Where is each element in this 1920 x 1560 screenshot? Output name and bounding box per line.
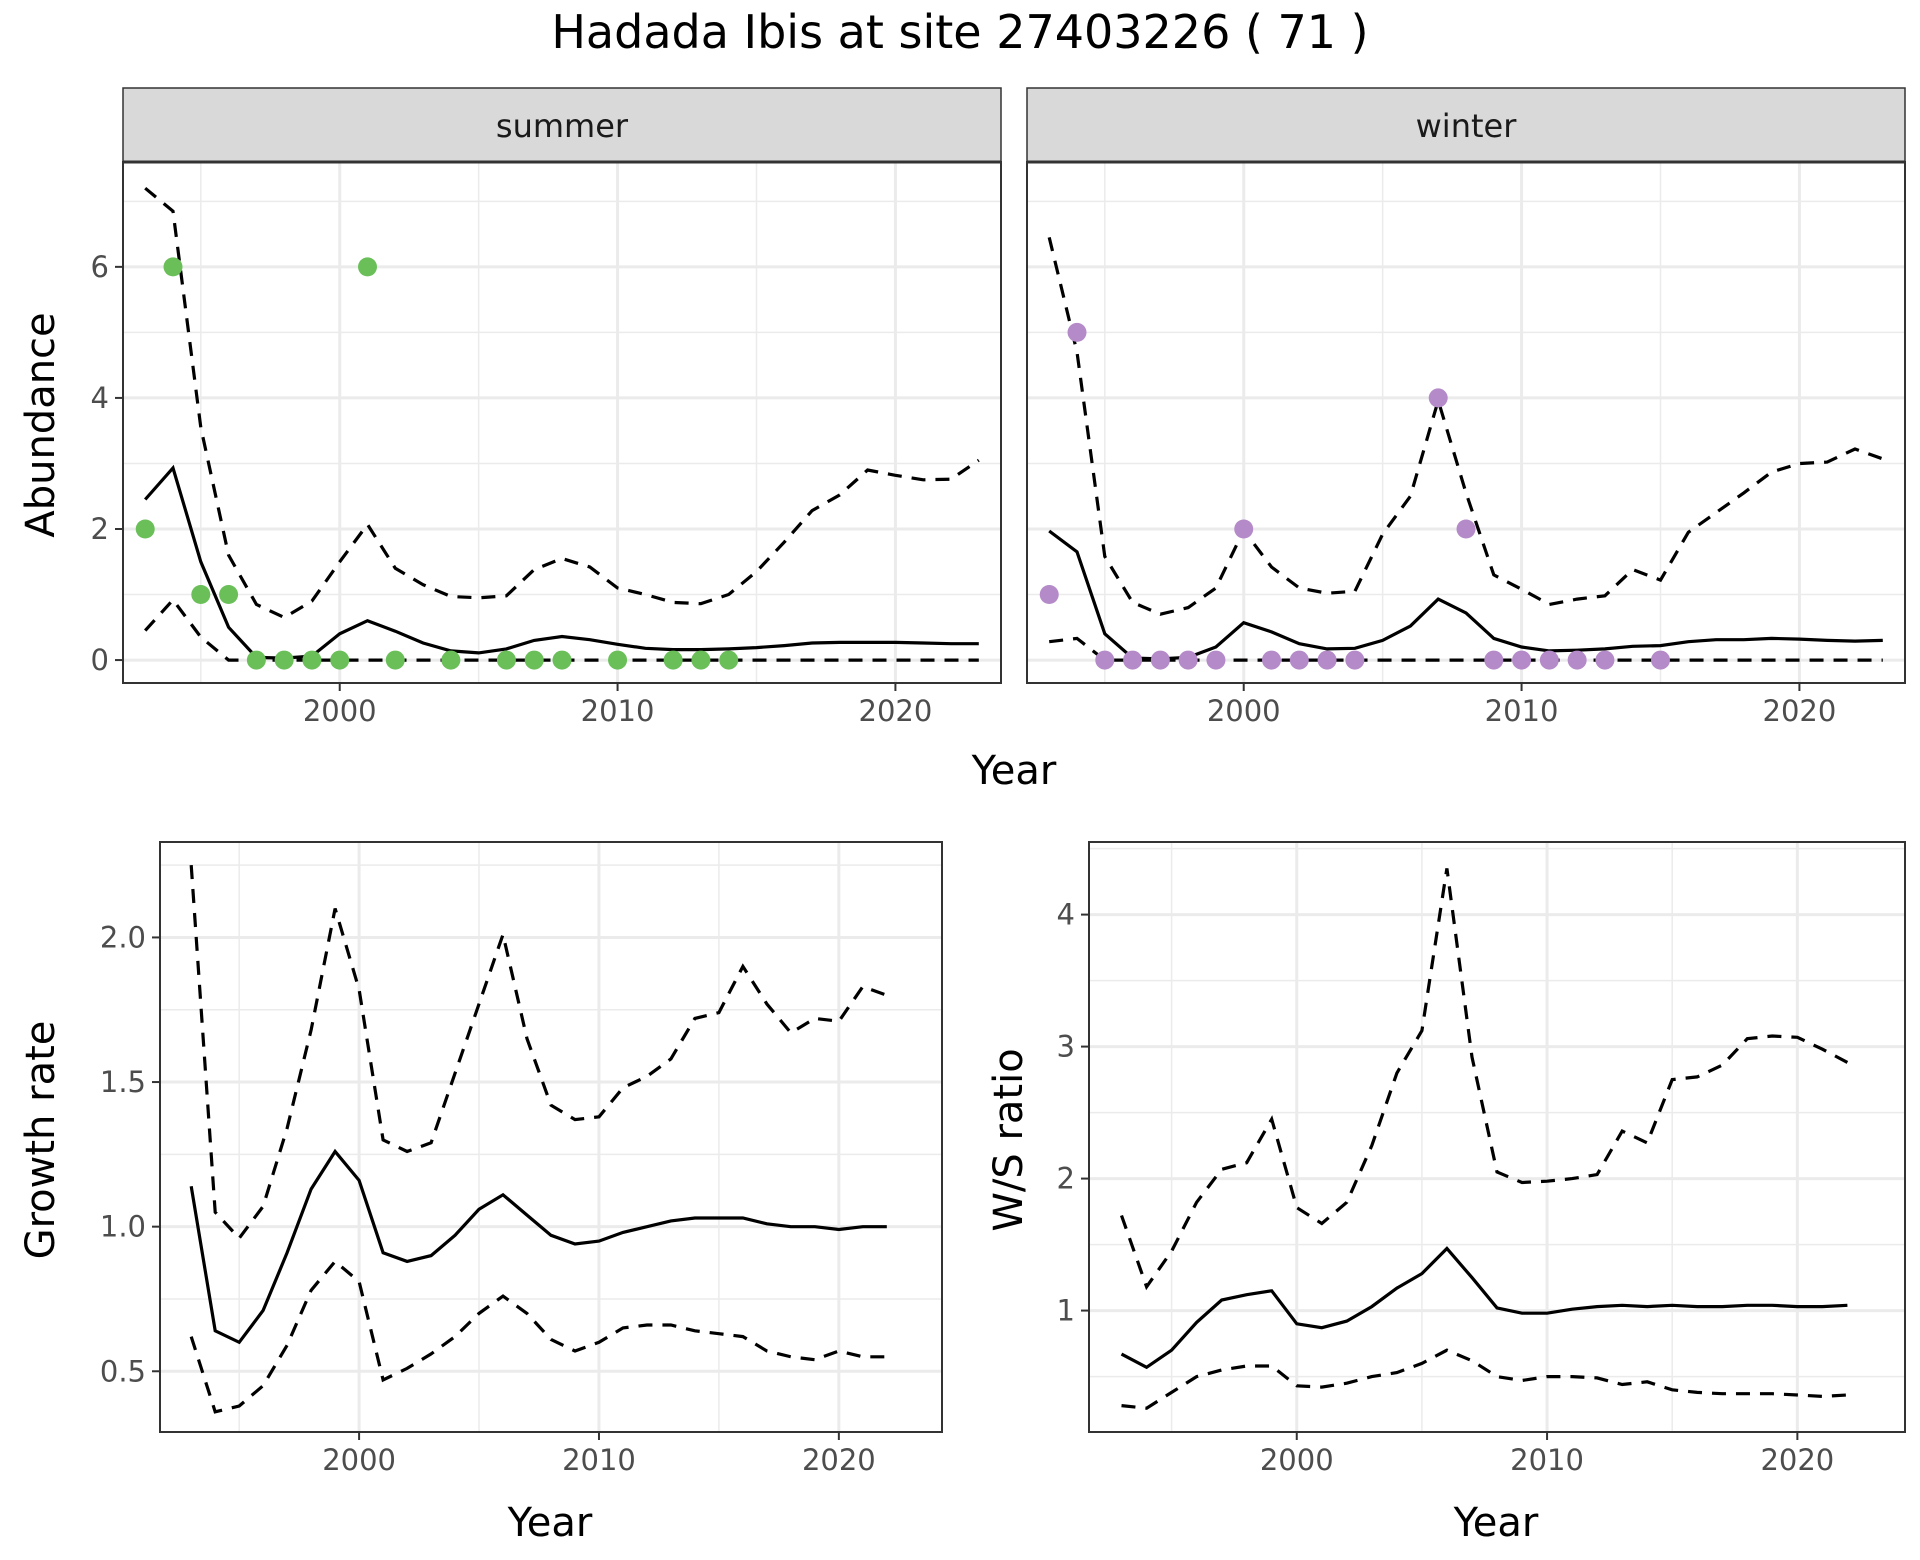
winter-observed-point <box>1067 322 1087 342</box>
winter-observed-point <box>1178 650 1198 670</box>
ws_ratio-series-bound-line-2 <box>1121 1348 1848 1410</box>
summer-observed-point <box>330 650 350 670</box>
winter-observed-point <box>1567 650 1587 670</box>
winter-observed-point <box>1456 519 1476 539</box>
y-tick-label: 6 <box>91 250 109 284</box>
summer-observed-point <box>385 650 405 670</box>
summer-observed-point <box>524 650 544 670</box>
winter-observed-point <box>1650 650 1670 670</box>
growth-series-estimate-line <box>189 1148 887 1345</box>
y-tick-label: 1.5 <box>100 1065 146 1099</box>
summer-observed-point <box>552 650 572 670</box>
abundance-y-axis-title: Abundance <box>18 312 64 537</box>
ws_ratio-plot-area: 2000 2010 2020 1 2 3 4 <box>1057 841 1906 1477</box>
y-tick-label: 3 <box>1057 1030 1075 1064</box>
x-tick-label: 2020 <box>1763 694 1837 728</box>
y-tick-label: 4 <box>91 381 109 415</box>
winter-observed-point <box>1150 650 1170 670</box>
summer-observed-point <box>274 650 294 670</box>
ws-ratio-panel: 2000 2010 2020 1 2 3 4 Year W/S ratio <box>986 841 1906 1546</box>
winter-observed-point <box>1428 388 1448 408</box>
summer-observed-point <box>663 650 683 670</box>
summer-observed-point <box>135 519 155 539</box>
summer-observed-point <box>358 257 378 277</box>
y-tick-label: 2 <box>1057 1162 1075 1196</box>
summer-observed-point <box>191 585 211 605</box>
winter-panel: 2000 2010 2020 winter <box>1026 87 1906 728</box>
ws-y-axis-title: W/S ratio <box>986 1048 1032 1231</box>
winter-plot-area: 2000 2010 2020 <box>1026 161 1906 728</box>
x-tick-label: 2000 <box>1207 694 1281 728</box>
winter-observed-point <box>1262 650 1282 670</box>
winter-observed-point <box>1345 650 1365 670</box>
winter-strip <box>1026 87 1906 163</box>
winter-observed-point <box>1095 650 1115 670</box>
winter-series-bound-line-1 <box>1047 237 1884 616</box>
y-tick-label: 0 <box>91 643 109 677</box>
y-tick-label: 1.0 <box>100 1210 146 1244</box>
ws_ratio-series-estimate-line <box>1120 1246 1848 1370</box>
x-tick-label: 2000 <box>1260 1443 1334 1477</box>
winter-observed-point <box>1206 650 1226 670</box>
growth-series-bound-line-1 <box>189 864 888 1241</box>
x-tick-label: 2000 <box>303 694 377 728</box>
winter-observed-point <box>1484 650 1504 670</box>
y-tick-label: 0.5 <box>100 1354 146 1388</box>
x-tick-label: 2000 <box>322 1443 396 1477</box>
summer-observed-point <box>691 650 711 670</box>
winter-strip-label: winter <box>1416 107 1518 145</box>
x-tick-label: 2010 <box>1485 694 1559 728</box>
figure-title: Hadada Ibis at site 27403226 ( 71 ) <box>551 5 1368 59</box>
y-tick-label: 1 <box>1057 1294 1075 1328</box>
growth-rate-panel: 2000 2010 2020 0.5 1.0 1.5 2.0 Year Growth rat… <box>18 841 943 1546</box>
summer-observed-point <box>719 650 739 670</box>
ws-x-axis-title: Year <box>1453 1500 1539 1546</box>
top-row-x-axis-title: Year <box>971 748 1057 794</box>
winter-observed-point <box>1289 650 1309 670</box>
winter-observed-point <box>1234 519 1254 539</box>
summer-observed-point <box>496 650 516 670</box>
x-tick-label: 2010 <box>1510 1443 1584 1477</box>
x-tick-label: 2020 <box>1760 1443 1834 1477</box>
summer-strip-label: summer <box>496 107 629 145</box>
growth-x-axis-title: Year <box>507 1500 593 1546</box>
summer-strip <box>122 87 1002 163</box>
winter-observed-point <box>1317 650 1337 670</box>
x-tick-label: 2010 <box>581 694 655 728</box>
winter-observed-point <box>1539 650 1559 670</box>
ws_ratio-panel-border <box>1088 841 1906 1433</box>
summer-observed-point <box>246 650 266 670</box>
growth-y-axis-title: Growth rate <box>18 1021 64 1260</box>
winter-observed-point <box>1512 650 1532 670</box>
summer-panel: 2000 2010 2020 0 2 4 6 summer <box>91 87 1002 728</box>
summer-series-bound-line-1 <box>144 186 980 620</box>
summer-observed-point <box>441 650 461 670</box>
winter-observed-point <box>1123 650 1143 670</box>
winter-observed-point <box>1595 650 1615 670</box>
summer-observed-point <box>163 257 183 277</box>
winter-observed-point <box>1039 585 1059 605</box>
growth-panel-border <box>159 841 943 1433</box>
x-tick-label: 2020 <box>859 694 933 728</box>
summer-observed-point <box>302 650 322 670</box>
summer-observed-point <box>219 585 239 605</box>
y-tick-label: 4 <box>1057 898 1075 932</box>
y-tick-label: 2.0 <box>100 920 146 954</box>
x-tick-label: 2010 <box>562 1443 636 1477</box>
growth-series-bound-line-2 <box>189 1259 887 1414</box>
summer-observed-point <box>608 650 628 670</box>
growth-plot-area: 2000 2010 2020 0.5 1.0 1.5 2.0 <box>100 841 943 1477</box>
y-tick-label: 2 <box>91 512 109 546</box>
x-tick-label: 2020 <box>802 1443 876 1477</box>
